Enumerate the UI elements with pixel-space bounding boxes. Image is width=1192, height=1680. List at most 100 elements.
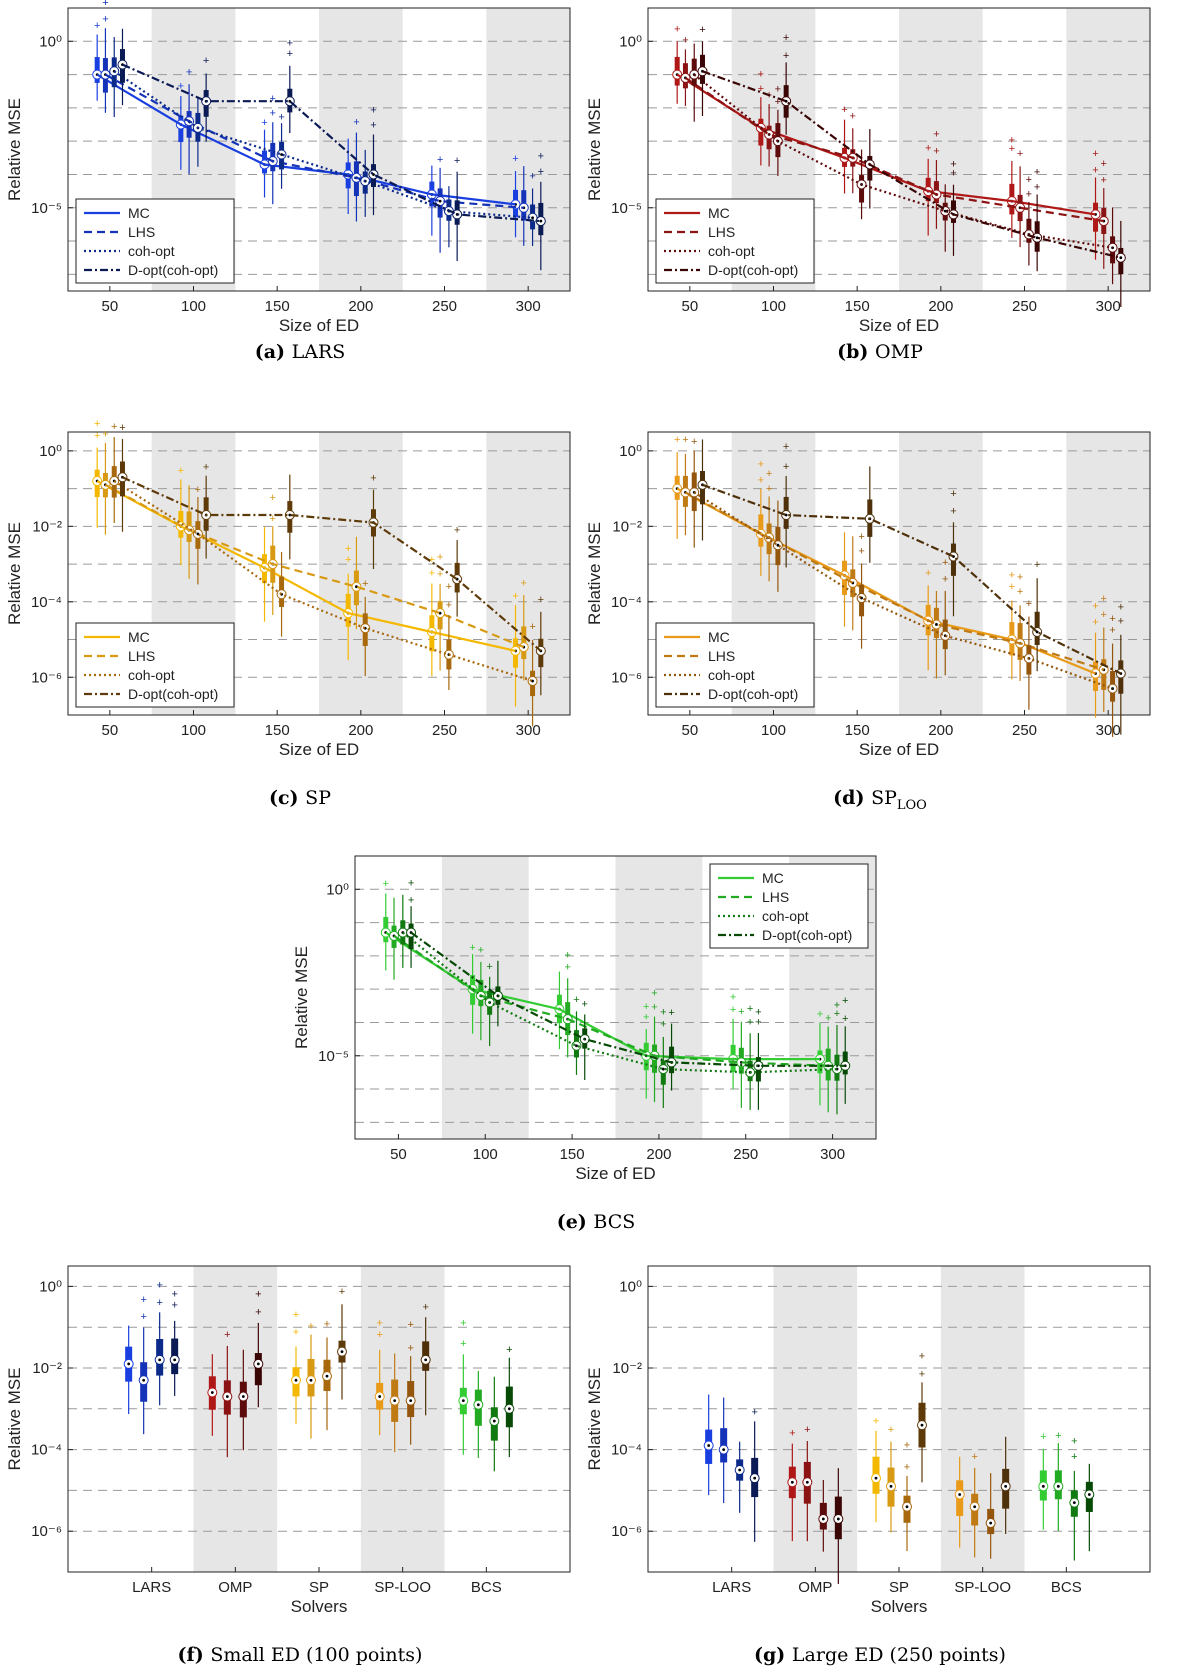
outlier-mark: + xyxy=(775,83,781,95)
x-tick-label: 200 xyxy=(348,722,373,739)
outlier-mark: + xyxy=(1017,572,1023,584)
caption-e: (e) BCS xyxy=(557,1211,636,1233)
median-dot xyxy=(241,1395,245,1398)
legend-label: D-opt(coh-opt) xyxy=(762,927,852,943)
x-tick-label: 50 xyxy=(681,722,698,739)
outlier-mark: + xyxy=(950,488,956,500)
outlier-mark: + xyxy=(1118,602,1124,614)
outlier-mark: + xyxy=(156,1297,162,1309)
y-tick-label: 10⁻² xyxy=(612,518,642,535)
outlier-mark: + xyxy=(842,1013,848,1025)
caption-text: OMP xyxy=(875,341,923,363)
legend: MC LHS coh-opt D-opt(coh-opt) xyxy=(709,863,869,949)
series-line xyxy=(410,931,846,1067)
median-dot xyxy=(805,1480,809,1484)
outlier-mark: + xyxy=(362,578,368,590)
series-line xyxy=(385,931,820,1061)
outlier-mark: + xyxy=(345,554,351,566)
median-dot xyxy=(294,1378,298,1382)
median-dot xyxy=(707,1444,711,1447)
outlier-mark: + xyxy=(203,461,209,473)
shaded-band xyxy=(486,432,570,715)
median-dot xyxy=(738,1468,742,1472)
caption-text: LARS xyxy=(292,341,346,363)
outlier-mark: + xyxy=(564,950,570,962)
legend-label: D-opt(coh-opt) xyxy=(708,262,798,278)
caption-c: (c) SP xyxy=(269,787,331,809)
outlier-mark: + xyxy=(950,168,956,180)
median-dot xyxy=(256,1362,260,1366)
axes-box xyxy=(67,7,571,292)
outlier-mark: + xyxy=(437,551,443,563)
outlier-mark: + xyxy=(287,48,293,60)
y-axis-label: Relative MSE xyxy=(292,946,311,1049)
outlier-mark: + xyxy=(293,1309,299,1321)
outlier-mark: + xyxy=(643,1012,649,1024)
x-tick-label: BCS xyxy=(471,1579,502,1596)
outlier-mark: + xyxy=(942,574,948,586)
x-tick-label: 50 xyxy=(390,1146,407,1163)
outlier-mark: + xyxy=(339,1286,345,1298)
outlier-mark: + xyxy=(156,1279,162,1291)
outlier-mark: + xyxy=(1009,135,1015,147)
x-axis-label: Solvers xyxy=(291,1597,348,1616)
shaded-band xyxy=(899,8,983,291)
series-line xyxy=(702,70,1122,259)
median-dot xyxy=(280,153,283,156)
legend-label: MC xyxy=(708,629,730,645)
median-dot xyxy=(1004,1484,1008,1488)
outlier-mark: + xyxy=(925,567,931,579)
x-tick-label: LARS xyxy=(712,1579,751,1596)
outlier-mark: + xyxy=(933,146,939,158)
outlier-mark: + xyxy=(270,513,276,525)
outlier-mark: + xyxy=(783,32,789,44)
legend: MC LHS coh-opt D-opt(coh-opt) xyxy=(655,622,815,708)
x-tick-label: 250 xyxy=(432,722,457,739)
outlier-mark: + xyxy=(758,474,764,486)
series-line xyxy=(684,76,1104,223)
outlier-mark: + xyxy=(178,80,184,92)
caption-d: (d) SPLOO xyxy=(833,787,927,813)
outlier-mark: + xyxy=(933,128,939,140)
outlier-mark: + xyxy=(1055,1430,1061,1442)
outlier-mark: + xyxy=(437,154,443,166)
legend: MC LHS coh-opt D-opt(coh-opt) xyxy=(75,622,235,708)
x-tick-label: 200 xyxy=(928,722,953,739)
caption-tag: (c) xyxy=(269,787,305,809)
outlier-mark: + xyxy=(747,1003,753,1015)
legend-label: MC xyxy=(762,870,784,886)
x-tick-label: 100 xyxy=(473,1146,498,1163)
y-axis-label: Relative MSE xyxy=(5,1368,24,1471)
y-tick-label: 10⁻⁴ xyxy=(611,594,642,611)
x-tick-label: SP xyxy=(309,1579,329,1596)
outlier-mark: + xyxy=(758,458,764,470)
panel-a: 10⁰ 10⁻⁵ 50 100 150 200 250 300 Size of ED Relati… xyxy=(5,0,571,363)
y-axis-label: Relative MSE xyxy=(5,522,24,625)
y-tick-label: 10⁰ xyxy=(619,33,642,50)
x-axis-label: Size of ED xyxy=(279,316,359,335)
outlier-mark: + xyxy=(278,112,284,124)
x-tick-label: 50 xyxy=(101,722,118,739)
x-tick-label: BCS xyxy=(1051,1579,1082,1596)
x-tick-label: 200 xyxy=(646,1146,671,1163)
median-dot xyxy=(874,1476,878,1480)
series-line xyxy=(96,73,516,206)
legend-label: coh-opt xyxy=(708,243,755,259)
axes-box xyxy=(354,855,877,1140)
outlier-mark: + xyxy=(353,117,359,129)
outlier-mark: + xyxy=(942,557,948,569)
median-dot xyxy=(309,1378,313,1382)
outlier-mark: + xyxy=(529,170,535,182)
outlier-mark: + xyxy=(376,1317,382,1329)
y-axis-label: Relative MSE xyxy=(585,1368,604,1471)
shaded-band xyxy=(319,8,403,291)
median-dot xyxy=(409,1399,413,1403)
median-dot xyxy=(958,1493,962,1496)
median-dot xyxy=(1056,1484,1060,1488)
outlier-mark: + xyxy=(573,994,579,1006)
series-line xyxy=(122,476,542,652)
outlier-mark: + xyxy=(1092,164,1098,176)
x-tick-label: 250 xyxy=(733,1146,758,1163)
caption-tag: (b) xyxy=(837,341,875,363)
x-tick-label: 100 xyxy=(761,298,786,315)
